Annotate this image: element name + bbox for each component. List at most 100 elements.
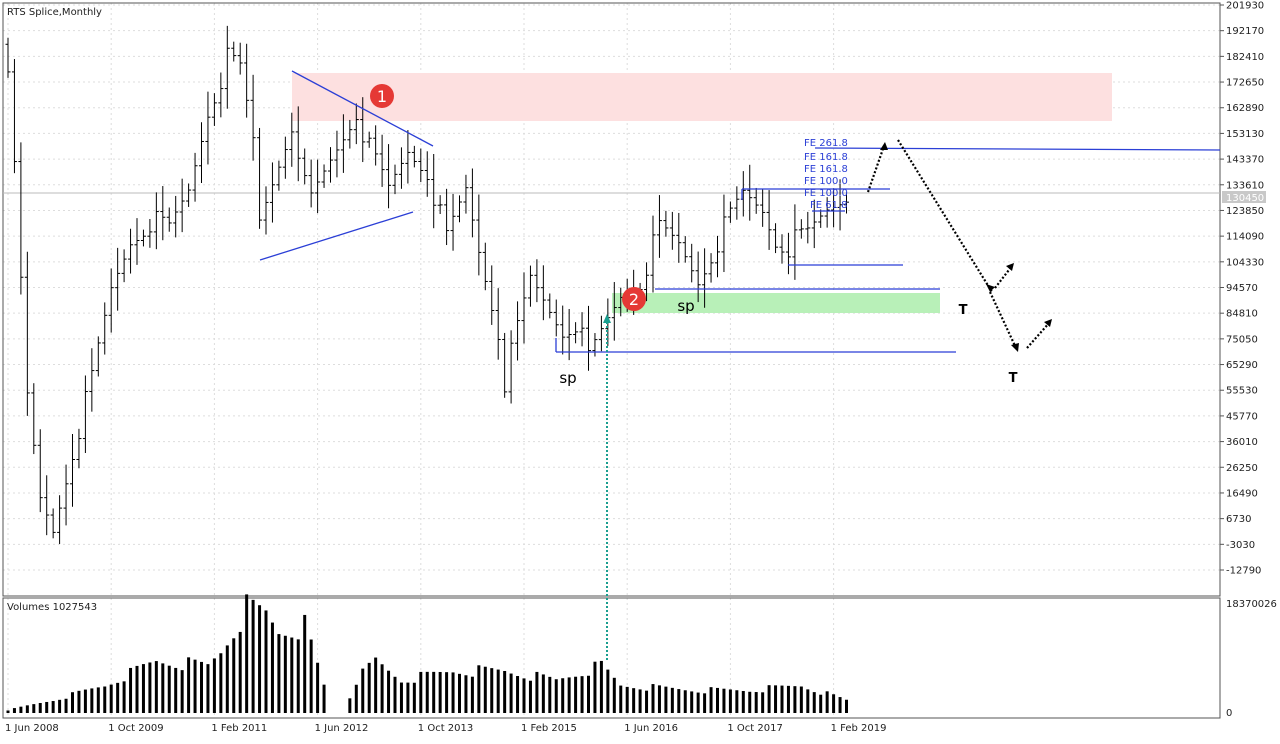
volume-bar [32,704,36,713]
volume-bar [541,674,545,713]
volume-bar [761,692,765,713]
marker-1-label: 1 [377,87,387,106]
volume-bar [548,676,552,713]
volume-bar [735,690,739,713]
volume-bar [109,684,113,713]
marker-circle-2 [622,287,646,311]
volume-bar [477,665,481,713]
current-price-label: 130450 [1226,193,1264,204]
y-tick-label: 123850 [1226,206,1264,217]
marker-2[interactable]: 2 [622,287,646,311]
y-tick-label: 201930 [1226,1,1264,12]
volume-bar [535,671,539,713]
y-tick-label: 6730 [1226,514,1251,525]
support-zone[interactable] [612,293,940,313]
volume-bar [599,660,603,713]
fe-label: FE 100.0 [804,176,848,187]
volume-bar [496,669,500,713]
triangle-lower-line[interactable] [259,211,414,261]
volume-bar [567,677,571,713]
volume-bar [774,685,778,713]
volume-bar [58,699,62,713]
volume-bar [174,667,178,713]
volume-bar [83,689,87,713]
volume-bar [167,665,171,713]
volume-bar [380,664,384,713]
volume-bar [709,687,713,713]
arrow-up-3[interactable] [1026,321,1051,349]
t-label-1: T [959,303,968,318]
fe-label: FE 161.8 [804,152,848,163]
arrow-up-2[interactable] [994,265,1013,289]
volume-bar [470,676,474,713]
volume-bar [767,685,771,713]
x-tick-label: 1 Oct 2017 [727,723,782,734]
volume-bar [780,685,784,713]
volume-bar [64,698,68,713]
price-axis: 201930 192170 182410 172650 162890 153130 1433… [1220,1,1264,577]
volume-bar [206,664,210,713]
volume-bar [316,662,320,713]
volume-bar [445,672,449,713]
volume-bar [593,661,597,713]
volume-bar [703,693,707,713]
volume-bar [258,605,262,713]
volume-bar [51,701,55,713]
y-tick-label: 114090 [1226,232,1264,243]
volume-bar [638,689,642,713]
volume-bar [683,690,687,713]
volume-tick-label: 18370026 [1226,599,1277,610]
volume-bar [664,686,668,713]
volume-bar [406,682,410,713]
resistance-zone[interactable] [292,73,1112,121]
y-tick-label: 16490 [1226,488,1258,499]
fe-labels: FE 261.8 FE 161.8 FE 161.8 FE 100.0 FE 1… [804,138,848,211]
y-tick-label: 153130 [1226,129,1264,140]
y-tick-label: 45770 [1226,411,1258,422]
volume-bar [200,661,203,713]
volume-bar [367,662,371,713]
volume-bar [296,639,300,713]
vertical-marker-arrowhead [603,314,611,323]
volume-bar [587,675,590,713]
y-tick-label: 182410 [1226,52,1264,63]
y-tick-label: 55530 [1226,386,1258,397]
volume-bar [812,692,816,713]
volume-bar [528,680,532,713]
volume-bars [6,594,848,713]
volume-bar [451,672,455,713]
volume-bar [232,638,236,713]
volume-tick-label: 0 [1226,708,1232,719]
y-tick-label: 104330 [1226,257,1264,268]
volume-bar [322,684,326,713]
volume-bar [161,663,165,713]
marker-1[interactable]: 1 [370,84,394,108]
volume-bar [574,676,578,713]
volume-bar [554,679,558,713]
y-tick-label: 162890 [1226,103,1264,114]
volume-bar [832,694,836,713]
volume-bar [361,668,365,713]
volume-bar [393,676,397,713]
volume-bar [793,686,797,713]
arrow-up-1[interactable] [866,145,886,193]
volume-bar [632,688,636,713]
volume-bar [219,653,223,713]
volume-bar [657,685,661,713]
volume-bar [786,685,790,713]
volume-bar [838,697,842,713]
x-tick-label: 1 Jun 2012 [315,723,369,734]
volume-bar [19,706,23,713]
volume-bar [561,678,565,713]
y-tick-label: -3030 [1226,540,1255,551]
sp-label-2: sp [677,297,694,315]
volume-bar [12,708,16,713]
volume-bar [96,687,100,713]
volume-bar [612,677,616,713]
triangle-upper-line[interactable] [291,70,434,147]
volume-bar [845,699,848,713]
arrow-down-1[interactable] [897,139,993,293]
y-tick-label: 133610 [1226,180,1264,191]
